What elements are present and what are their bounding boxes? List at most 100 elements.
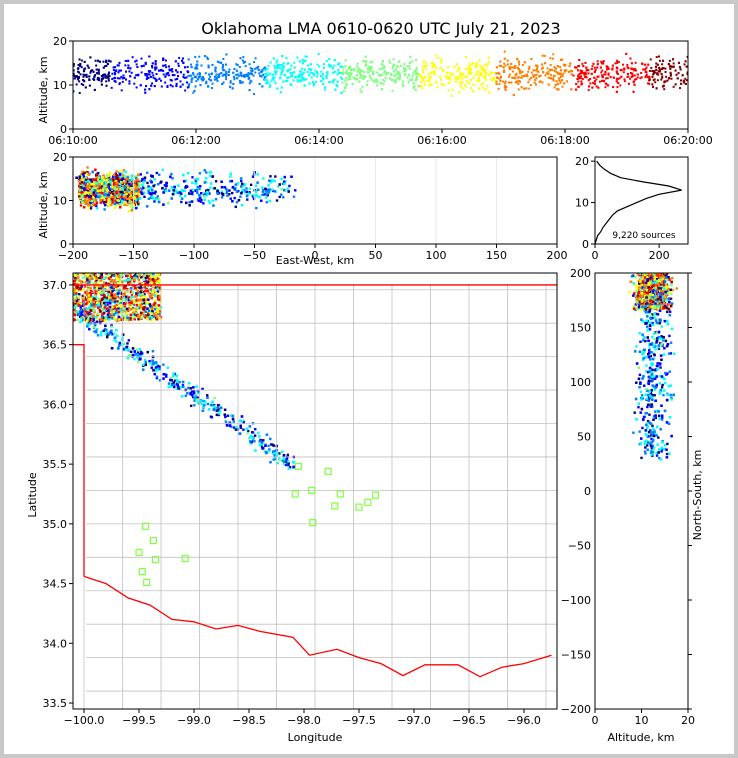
source-point xyxy=(240,179,243,183)
source-point xyxy=(294,189,297,192)
source-point xyxy=(192,72,195,75)
source-point xyxy=(541,66,544,69)
source-point xyxy=(539,80,542,83)
source-point xyxy=(146,73,149,76)
source-point xyxy=(504,88,507,91)
source-point xyxy=(328,65,331,68)
source-point xyxy=(506,63,509,66)
source-point xyxy=(425,80,428,83)
source-point xyxy=(442,83,445,86)
source-point xyxy=(111,195,114,199)
source-point xyxy=(646,82,649,85)
source-point xyxy=(419,84,422,87)
source-point xyxy=(596,66,599,69)
source-point xyxy=(480,83,483,86)
source-point xyxy=(318,65,321,68)
source-point xyxy=(553,86,556,89)
source-point xyxy=(105,84,108,87)
source-point xyxy=(553,69,556,72)
source-point xyxy=(465,80,468,83)
source-point xyxy=(274,82,277,85)
source-point xyxy=(118,197,121,200)
source-point xyxy=(186,86,189,89)
source-point xyxy=(267,81,270,84)
source-point xyxy=(122,196,125,199)
source-point xyxy=(541,54,544,57)
source-point xyxy=(202,76,205,79)
source-point xyxy=(209,171,213,174)
source-point xyxy=(412,72,415,75)
source-point xyxy=(341,77,344,80)
source-point xyxy=(632,80,635,83)
source-point xyxy=(100,197,103,200)
source-point xyxy=(547,73,550,76)
source-point xyxy=(444,75,447,78)
source-point xyxy=(235,201,239,204)
source-point xyxy=(672,58,675,61)
source-point xyxy=(417,73,420,76)
source-point xyxy=(109,194,113,197)
source-point xyxy=(414,59,417,62)
source-point xyxy=(135,86,138,89)
source-point xyxy=(97,79,100,82)
source-point xyxy=(513,66,516,69)
source-point xyxy=(288,184,291,188)
source-point xyxy=(79,204,83,207)
source-point xyxy=(337,69,340,72)
source-point xyxy=(102,178,106,182)
source-point xyxy=(304,59,307,62)
source-point xyxy=(261,186,264,189)
source-point xyxy=(590,72,593,75)
source-point xyxy=(577,80,580,83)
source-point xyxy=(665,75,668,78)
source-point xyxy=(394,81,397,84)
source-point xyxy=(417,85,420,88)
source-point xyxy=(233,196,236,200)
source-point xyxy=(349,67,352,70)
source-point xyxy=(580,71,583,74)
source-point xyxy=(88,78,91,81)
source-point xyxy=(196,63,199,66)
source-point xyxy=(502,66,505,69)
source-point xyxy=(205,171,208,174)
source-point xyxy=(587,85,590,88)
source-point xyxy=(95,72,98,75)
source-point xyxy=(120,69,123,72)
source-point xyxy=(499,79,502,82)
source-point xyxy=(630,72,633,75)
source-point xyxy=(367,65,370,68)
source-point xyxy=(243,191,247,194)
source-point xyxy=(182,61,185,64)
source-point xyxy=(147,197,151,201)
source-point xyxy=(527,81,530,84)
source-point xyxy=(685,79,688,82)
source-point xyxy=(476,71,479,74)
source-point xyxy=(623,80,626,83)
source-point xyxy=(241,182,244,186)
source-point xyxy=(252,173,256,176)
source-point xyxy=(453,65,456,68)
source-point xyxy=(360,91,363,94)
source-point xyxy=(84,176,88,180)
source-point xyxy=(552,74,555,77)
source-point xyxy=(363,74,366,77)
source-point xyxy=(683,63,686,66)
source-point xyxy=(380,67,383,70)
source-point xyxy=(475,74,478,77)
source-point xyxy=(111,201,114,204)
source-point xyxy=(260,75,263,78)
source-point xyxy=(392,65,395,68)
source-point xyxy=(499,60,502,63)
source-point xyxy=(82,75,85,78)
source-point xyxy=(456,63,459,66)
source-point xyxy=(529,84,532,87)
source-point xyxy=(623,67,626,70)
source-point xyxy=(369,67,372,70)
source-point xyxy=(267,191,271,194)
source-point xyxy=(468,67,471,70)
source-point xyxy=(243,74,246,77)
source-point xyxy=(194,85,197,88)
source-point xyxy=(282,80,285,83)
source-point xyxy=(282,65,285,68)
source-point xyxy=(364,64,367,67)
